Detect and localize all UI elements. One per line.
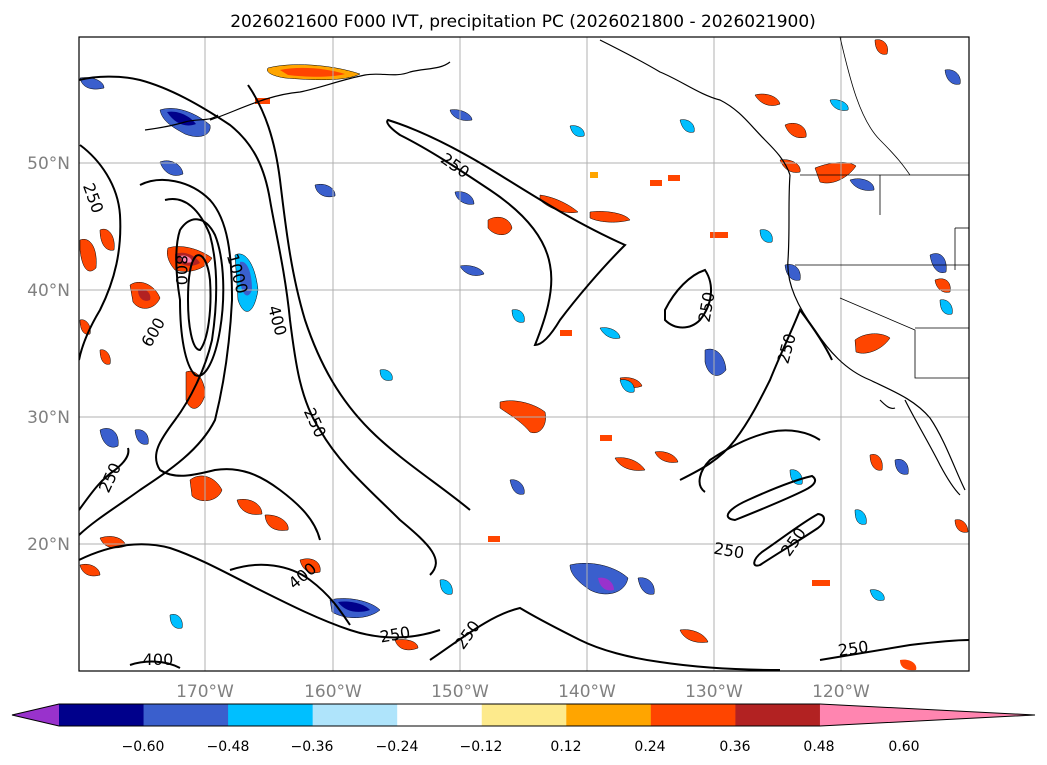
colorbar-tick-label: 0.36 <box>719 739 750 755</box>
colorbar-segment <box>566 704 652 726</box>
lon-tick-label: 170°W <box>176 682 234 702</box>
map-frame <box>78 36 970 672</box>
longitude-tick-labels: 170°W 160°W 150°W 140°W 130°W 120°W <box>176 682 870 702</box>
colorbar-segment <box>481 704 567 726</box>
colorbar-segment <box>143 704 229 726</box>
colorbar-tick-label: −0.36 <box>291 739 334 755</box>
ivt-contours <box>79 75 969 671</box>
map-area <box>79 37 969 671</box>
lon-tick-label: 120°W <box>812 682 870 702</box>
colorbar-segment <box>735 704 821 726</box>
negative-precip-patches <box>79 69 961 629</box>
colorbar-tick-label: 0.24 <box>634 739 665 755</box>
colorbar-extend-max <box>819 704 1035 726</box>
colorbar-segment <box>650 704 736 726</box>
colorbar-outline <box>11 703 1036 727</box>
lon-tick-label: 150°W <box>431 682 489 702</box>
coastlines <box>144 39 966 496</box>
lon-tick-label: 130°W <box>685 682 743 702</box>
colorbar-segment <box>312 704 398 726</box>
lat-tick-label: 20°N <box>27 535 70 555</box>
colorbar-tick-label: 0.48 <box>803 739 834 755</box>
colorbar-tick-labels: −0.60 −0.48 −0.36 −0.24 −0.12 0.12 0.24 … <box>122 739 920 755</box>
lat-tick-label: 40°N <box>27 281 70 301</box>
colorbar-tick-label: −0.12 <box>460 739 503 755</box>
colorbar-segment <box>397 704 483 726</box>
colorbar-tick-label: −0.24 <box>376 739 419 755</box>
colorbar-tick-label: 0.12 <box>550 739 581 755</box>
gridlines <box>79 37 969 671</box>
colorbar-tick-label: −0.60 <box>122 739 165 755</box>
latitude-tick-labels: 50°N 40°N 30°N 20°N <box>27 154 70 555</box>
contour-label: 800 <box>172 255 191 286</box>
lon-tick-label: 140°W <box>558 682 616 702</box>
colorbar-segment <box>59 704 145 726</box>
figure-title: 2026021600 F000 IVT, precipitation PC (2… <box>230 12 816 32</box>
map-content: 250 250 250 250 250 250 250 250 250 250 … <box>79 37 969 671</box>
colorbar-segment <box>228 704 314 726</box>
contour-label: 400 <box>143 650 174 669</box>
contour-label: 250 <box>837 637 870 660</box>
lat-tick-label: 50°N <box>27 154 70 174</box>
state-borders <box>795 37 969 379</box>
lat-tick-label: 30°N <box>27 408 70 428</box>
colorbar-extend-min <box>12 704 59 726</box>
colorbar-tick-label: −0.48 <box>207 739 250 755</box>
colorbar <box>11 703 1036 727</box>
lon-tick-label: 160°W <box>304 682 362 702</box>
colorbar-tick-label: 0.60 <box>888 739 919 755</box>
